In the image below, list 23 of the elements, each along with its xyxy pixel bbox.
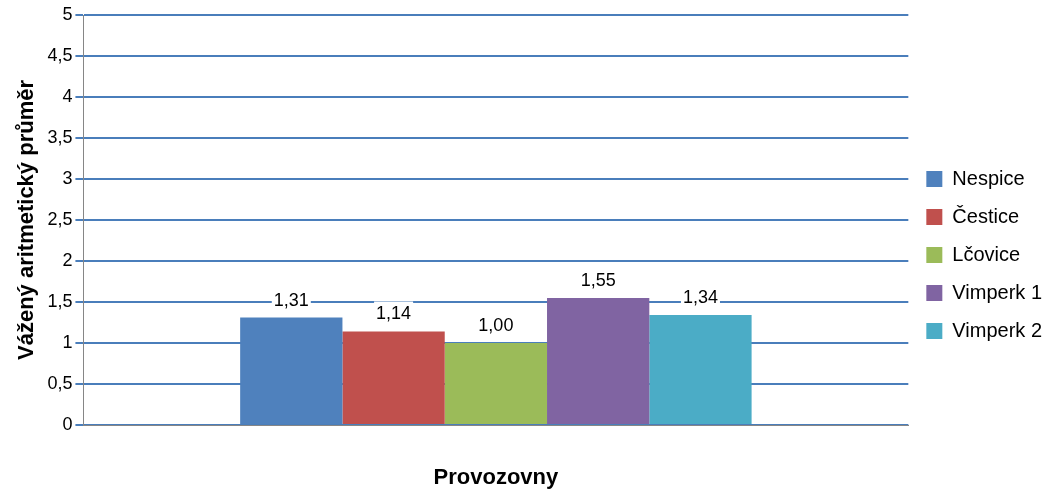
y-tick-label: 0,5	[47, 372, 73, 393]
legend-label: Čestice	[952, 204, 1020, 227]
legend-label: Nespice	[952, 166, 1025, 189]
data-label: 1,14	[376, 303, 412, 324]
data-label: 1,55	[580, 269, 616, 290]
data-label: 1,34	[682, 287, 718, 308]
legend-label: Vimperk 2	[952, 318, 1042, 341]
y-tick-label: 1,5	[47, 290, 73, 311]
legend-label: Lčovice	[952, 242, 1021, 265]
y-tick-label: 4	[62, 85, 73, 106]
y-axis-title: Vážený aritmetický průměr	[13, 79, 39, 361]
y-tick-label: 3	[62, 167, 73, 188]
data-label: 1,31	[273, 289, 309, 310]
y-tick-label: 2	[62, 249, 73, 270]
data-label: 1,00	[478, 314, 514, 335]
y-tick-label: 0	[62, 413, 73, 434]
y-tick-label: 4,5	[47, 44, 73, 65]
legend-label: Vimperk 1	[952, 280, 1042, 303]
y-tick-label: 3,5	[47, 126, 73, 147]
y-tick-label: 1	[62, 331, 73, 352]
x-axis-title: Provozovny	[433, 463, 559, 489]
y-tick-label: 2,5	[47, 208, 73, 229]
y-tick-label: 5	[62, 3, 73, 24]
